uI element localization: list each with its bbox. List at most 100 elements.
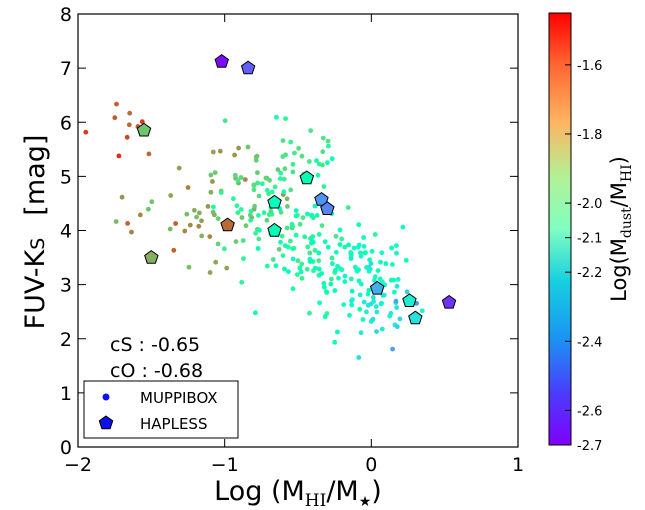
colorbar-tick-label: -2.7 bbox=[577, 439, 602, 454]
colorbar-tick-label: -2.1 bbox=[577, 232, 602, 247]
muppibox-point bbox=[361, 235, 366, 240]
muppibox-point bbox=[320, 135, 326, 141]
legend-muppibox-label: MUPPIBOX bbox=[140, 389, 218, 407]
muppibox-point bbox=[119, 194, 125, 200]
muppibox-point bbox=[213, 259, 219, 265]
muppibox-point bbox=[199, 233, 205, 239]
muppibox-point bbox=[290, 256, 296, 262]
muppibox-point bbox=[211, 204, 216, 210]
muppibox-point bbox=[349, 298, 354, 304]
muppibox-point bbox=[335, 329, 340, 335]
muppibox-point bbox=[381, 292, 387, 298]
muppibox-point bbox=[266, 191, 271, 197]
muppibox-point bbox=[316, 250, 322, 256]
muppibox-point bbox=[212, 212, 217, 218]
muppibox-point bbox=[290, 246, 296, 252]
hapless-point bbox=[267, 194, 282, 209]
x-tick-label: −2 bbox=[64, 454, 92, 476]
y-tick-label: 2 bbox=[60, 329, 72, 351]
muppibox-point bbox=[232, 152, 238, 158]
muppibox-point bbox=[357, 306, 363, 312]
muppibox-point bbox=[284, 196, 290, 202]
colorbar-tick-label: -2.6 bbox=[577, 404, 602, 419]
muppibox-point bbox=[238, 207, 244, 212]
muppibox-point bbox=[129, 229, 134, 235]
muppibox-point bbox=[289, 221, 295, 227]
muppibox-point bbox=[372, 274, 378, 280]
y-tick-label: 7 bbox=[60, 58, 72, 80]
muppibox-point bbox=[282, 266, 287, 272]
hapless-point bbox=[220, 217, 235, 232]
muppibox-point bbox=[253, 310, 258, 316]
muppibox-point bbox=[278, 209, 284, 215]
muppibox-point bbox=[326, 143, 331, 149]
muppibox-point bbox=[280, 138, 286, 144]
muppibox-point bbox=[113, 219, 119, 224]
muppibox-point bbox=[314, 158, 319, 164]
x-tick-label: −1 bbox=[211, 454, 239, 476]
muppibox-point bbox=[395, 277, 401, 282]
muppibox-point bbox=[253, 157, 259, 163]
muppibox-point bbox=[349, 288, 355, 294]
muppibox-point bbox=[212, 170, 218, 176]
hapless-point bbox=[320, 201, 335, 215]
muppibox-point bbox=[371, 299, 376, 304]
x-axis-ticks: −2 −1 0 1 bbox=[64, 14, 524, 476]
muppibox-point bbox=[293, 232, 299, 238]
muppibox-point bbox=[342, 279, 348, 284]
muppibox-point bbox=[305, 244, 311, 250]
muppibox-point bbox=[205, 204, 211, 209]
muppibox-point bbox=[187, 222, 193, 228]
muppibox-point bbox=[394, 305, 399, 310]
muppibox-point bbox=[281, 176, 287, 182]
muppibox-point bbox=[288, 139, 294, 145]
muppibox-point bbox=[314, 213, 320, 218]
muppibox-point bbox=[241, 256, 246, 261]
muppibox-point bbox=[251, 182, 257, 188]
muppibox-point bbox=[341, 302, 347, 307]
muppibox-point bbox=[83, 129, 89, 135]
muppibox-point bbox=[248, 208, 254, 214]
muppibox-point bbox=[256, 193, 262, 199]
muppibox-point bbox=[370, 295, 376, 300]
colorbar-tick-label: -2.0 bbox=[577, 197, 602, 212]
muppibox-point bbox=[379, 300, 384, 306]
muppibox-point bbox=[374, 329, 379, 334]
muppibox-point bbox=[364, 309, 369, 315]
muppibox-point bbox=[280, 253, 286, 258]
muppibox-point bbox=[139, 119, 145, 125]
legend: MUPPIBOX HAPLESS bbox=[83, 380, 239, 439]
muppibox-point bbox=[286, 269, 291, 275]
muppibox-point bbox=[369, 248, 375, 254]
muppibox-point bbox=[284, 225, 290, 231]
hapless-point bbox=[441, 294, 457, 309]
muppibox-point bbox=[146, 151, 152, 157]
muppibox-point bbox=[281, 189, 287, 195]
muppibox-point bbox=[293, 213, 299, 219]
muppibox-point bbox=[245, 144, 251, 150]
colorbar-label: Log(Mdust/MHI) bbox=[607, 156, 635, 302]
y-axis-label: FUV-KS[mag] bbox=[20, 135, 51, 330]
muppibox-point bbox=[388, 277, 394, 283]
hapless-point bbox=[314, 191, 329, 206]
muppibox-point bbox=[231, 196, 236, 202]
legend-muppibox-marker bbox=[102, 393, 110, 401]
muppibox-point bbox=[274, 114, 279, 120]
y-axis-ticks: 0 1 2 3 4 5 6 7 8 bbox=[60, 4, 518, 459]
hapless-point bbox=[136, 122, 152, 137]
muppibox-point bbox=[349, 302, 355, 308]
muppibox-point bbox=[256, 213, 261, 218]
muppibox-point bbox=[233, 239, 239, 245]
muppibox-point bbox=[185, 185, 191, 190]
muppibox-point bbox=[310, 234, 316, 240]
muppibox-point bbox=[207, 270, 213, 275]
muppibox-point bbox=[392, 289, 397, 295]
muppibox-point bbox=[251, 187, 257, 193]
colorbar-ticks: -1.6 -1.8 -2.0 -2.1 -2.2 -2.4 -2.6 -2.7 bbox=[565, 59, 602, 454]
muppibox-point bbox=[247, 212, 253, 218]
muppibox-point bbox=[292, 150, 297, 156]
muppibox-point bbox=[186, 264, 192, 270]
muppibox-point bbox=[358, 281, 364, 287]
muppibox-point bbox=[360, 317, 366, 322]
muppibox-point bbox=[325, 160, 330, 166]
